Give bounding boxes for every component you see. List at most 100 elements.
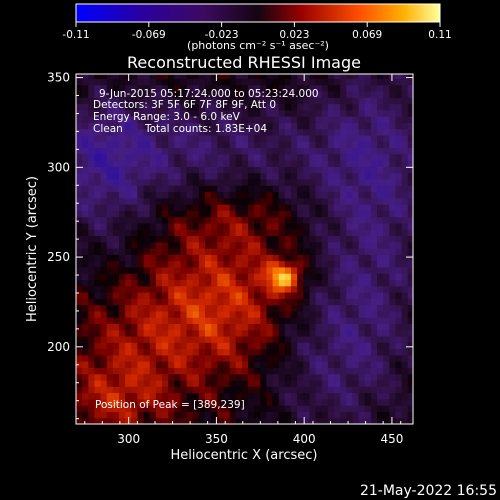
heatmap-cell — [364, 310, 372, 318]
heatmap-cell — [131, 97, 138, 105]
heatmap-cell — [254, 266, 261, 274]
heatmap-cell — [352, 141, 360, 149]
heatmap-cell — [186, 266, 194, 274]
heatmap-cell — [291, 411, 298, 419]
heatmap-cell — [192, 166, 200, 174]
heatmap-cell — [168, 386, 175, 394]
heatmap-cell — [100, 310, 108, 318]
heatmap-cell — [352, 222, 360, 230]
heatmap-cell — [266, 254, 274, 262]
heatmap-cell — [327, 304, 335, 312]
heatmap-cell — [309, 185, 317, 193]
heatmap-cell — [389, 386, 396, 394]
heatmap-cell — [401, 141, 409, 149]
heatmap-cell — [205, 298, 212, 306]
heatmap-cell — [327, 216, 335, 224]
heatmap-cell — [143, 229, 151, 237]
heatmap-cell — [174, 147, 181, 155]
heatmap-cell — [168, 103, 175, 111]
heatmap-cell — [82, 74, 89, 79]
heatmap-cell — [119, 298, 126, 306]
heatmap-cell — [137, 273, 145, 281]
heatmap-cell — [106, 323, 114, 331]
heatmap-cell — [162, 222, 169, 230]
heatmap-cell — [272, 361, 280, 368]
heatmap-cell — [284, 336, 292, 343]
heatmap-cell — [346, 185, 353, 193]
heatmap-cell — [395, 210, 403, 218]
heatmap-cell — [131, 304, 138, 312]
heatmap-cell — [297, 417, 304, 424]
heatmap-cell — [278, 222, 286, 230]
heatmap-cell — [407, 160, 413, 167]
heatmap-cell — [186, 392, 194, 400]
heatmap-cell — [143, 317, 151, 324]
heatmap-cell — [155, 310, 163, 318]
heatmap-cell — [112, 279, 120, 287]
heatmap-cell — [100, 135, 108, 142]
heatmap-cell — [143, 109, 151, 117]
heatmap-cell — [211, 91, 218, 98]
heatmap-cell — [284, 417, 292, 424]
heatmap-cell — [235, 310, 243, 318]
heatmap-cell — [94, 116, 102, 123]
heatmap-cell — [119, 128, 126, 136]
heatmap-cell — [401, 304, 409, 312]
heatmap-cell — [407, 248, 413, 255]
heatmap-cell — [346, 91, 353, 98]
heatmap-cell — [358, 348, 366, 356]
heatmap-cell — [321, 323, 329, 331]
heatmap-cell — [346, 153, 353, 161]
heatmap-cell — [88, 235, 95, 243]
heatmap-cell — [76, 392, 83, 400]
heatmap-cell — [217, 78, 224, 86]
heatmap-cell — [377, 103, 384, 111]
heatmap-cell — [100, 254, 108, 262]
heatmap-cell — [352, 323, 360, 331]
heatmap-cell — [266, 74, 274, 79]
heatmap-cell — [100, 229, 108, 237]
heatmap-cell — [155, 354, 163, 362]
heatmap-cell — [155, 179, 163, 186]
heatmap-cell — [364, 248, 372, 255]
heatmap-cell — [82, 210, 89, 218]
heatmap-cell — [119, 97, 126, 105]
heatmap-cell — [76, 135, 83, 142]
heatmap-cell — [254, 405, 261, 412]
heatmap-cell — [377, 304, 384, 312]
heatmap-cell — [364, 279, 372, 287]
heatmap-cell — [254, 122, 261, 130]
heatmap-cell — [174, 141, 181, 149]
heatmap-cell — [205, 367, 212, 375]
heatmap-cell — [260, 248, 267, 255]
heatmap-cell — [309, 254, 317, 262]
heatmap-cell — [125, 147, 132, 155]
heatmap-cell — [370, 266, 378, 274]
heatmap-cell — [217, 367, 224, 375]
heatmap-cell — [284, 310, 292, 318]
heatmap-cell — [112, 229, 120, 237]
heatmap-cell — [278, 216, 286, 224]
heatmap-cell — [358, 191, 366, 199]
heatmap-cell — [327, 392, 335, 400]
heatmap-cell — [143, 78, 151, 86]
heatmap-cell — [254, 128, 261, 136]
heatmap-cell — [174, 78, 181, 86]
heatmap-cell — [395, 122, 403, 130]
heatmap-cell — [340, 185, 347, 193]
heatmap-cell — [155, 411, 163, 419]
heatmap-cell — [358, 216, 366, 224]
heatmap-cell — [291, 342, 298, 350]
heatmap-cell — [198, 179, 206, 186]
heatmap-cell — [106, 405, 114, 412]
heatmap-cell — [143, 191, 151, 199]
heatmap-cell — [119, 229, 126, 237]
heatmap-cell — [327, 153, 335, 161]
heatmap-cell — [297, 298, 304, 306]
heatmap-cell — [205, 323, 212, 331]
heatmap-cell — [241, 354, 249, 362]
heatmap-cell — [106, 292, 114, 299]
heatmap-cell — [223, 91, 231, 98]
heatmap-cell — [155, 285, 163, 293]
